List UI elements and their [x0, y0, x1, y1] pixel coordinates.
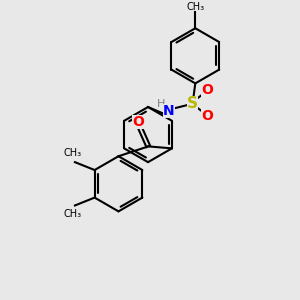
Text: CH₃: CH₃ [64, 209, 82, 219]
Text: O: O [201, 109, 213, 123]
Text: S: S [187, 96, 198, 111]
Text: N: N [163, 104, 175, 118]
Text: H: H [157, 99, 165, 109]
Text: CH₃: CH₃ [64, 148, 82, 158]
Text: O: O [201, 83, 213, 97]
Text: O: O [133, 115, 144, 129]
Text: CH₃: CH₃ [186, 2, 204, 11]
